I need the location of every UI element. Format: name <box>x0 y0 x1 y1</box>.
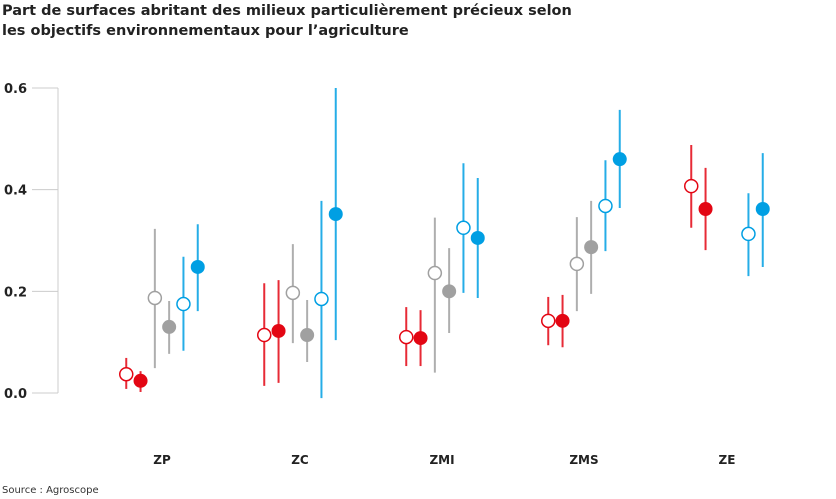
data-point-filled <box>755 201 770 216</box>
category-label: ZC <box>291 453 309 467</box>
data-point-filled <box>413 331 428 346</box>
data-point-open <box>427 265 443 281</box>
y-tick-label: 0.0 <box>4 387 27 402</box>
data-point-open <box>741 226 756 242</box>
data-point-filled <box>555 313 570 328</box>
y-tick-label: 0.2 <box>4 285 27 300</box>
category-label: ZMS <box>569 453 598 467</box>
data-point-open <box>598 198 613 214</box>
data-point-open <box>684 178 699 194</box>
data-point-open <box>147 290 163 306</box>
data-point-filled <box>190 259 205 274</box>
data-point-filled <box>442 284 457 299</box>
data-point-open <box>176 296 191 312</box>
data-point-filled <box>328 207 343 222</box>
data-point-open <box>119 366 134 382</box>
data-point-filled <box>300 328 315 343</box>
category-label: ZMI <box>429 453 454 467</box>
data-point-open <box>569 256 585 272</box>
data-point-open <box>456 220 471 236</box>
title-line: les objectifs environnementaux pour l’ag… <box>2 23 409 39</box>
data-point-filled <box>584 240 599 255</box>
data-point-open <box>285 285 301 301</box>
chart-title: Part de surfaces abritant des milieux pa… <box>2 1 602 41</box>
data-point-filled <box>698 201 713 216</box>
data-point-filled <box>612 152 627 167</box>
source-note: Source : Agroscope <box>2 485 99 496</box>
y-tick-label: 0.4 <box>4 184 27 199</box>
data-point-filled <box>271 323 286 338</box>
title-line: Part de surfaces abritant des milieux pa… <box>2 3 572 19</box>
data-point-open <box>399 329 414 345</box>
data-point-filled <box>470 230 485 245</box>
data-point-open <box>541 313 556 329</box>
category-label: ZE <box>719 453 736 467</box>
data-point-filled <box>133 373 148 388</box>
category-label: ZP <box>153 453 171 467</box>
y-tick-label: 0.6 <box>4 82 27 97</box>
data-point-filled <box>162 319 177 334</box>
data-point-open <box>257 327 272 343</box>
data-point-open <box>314 291 329 307</box>
